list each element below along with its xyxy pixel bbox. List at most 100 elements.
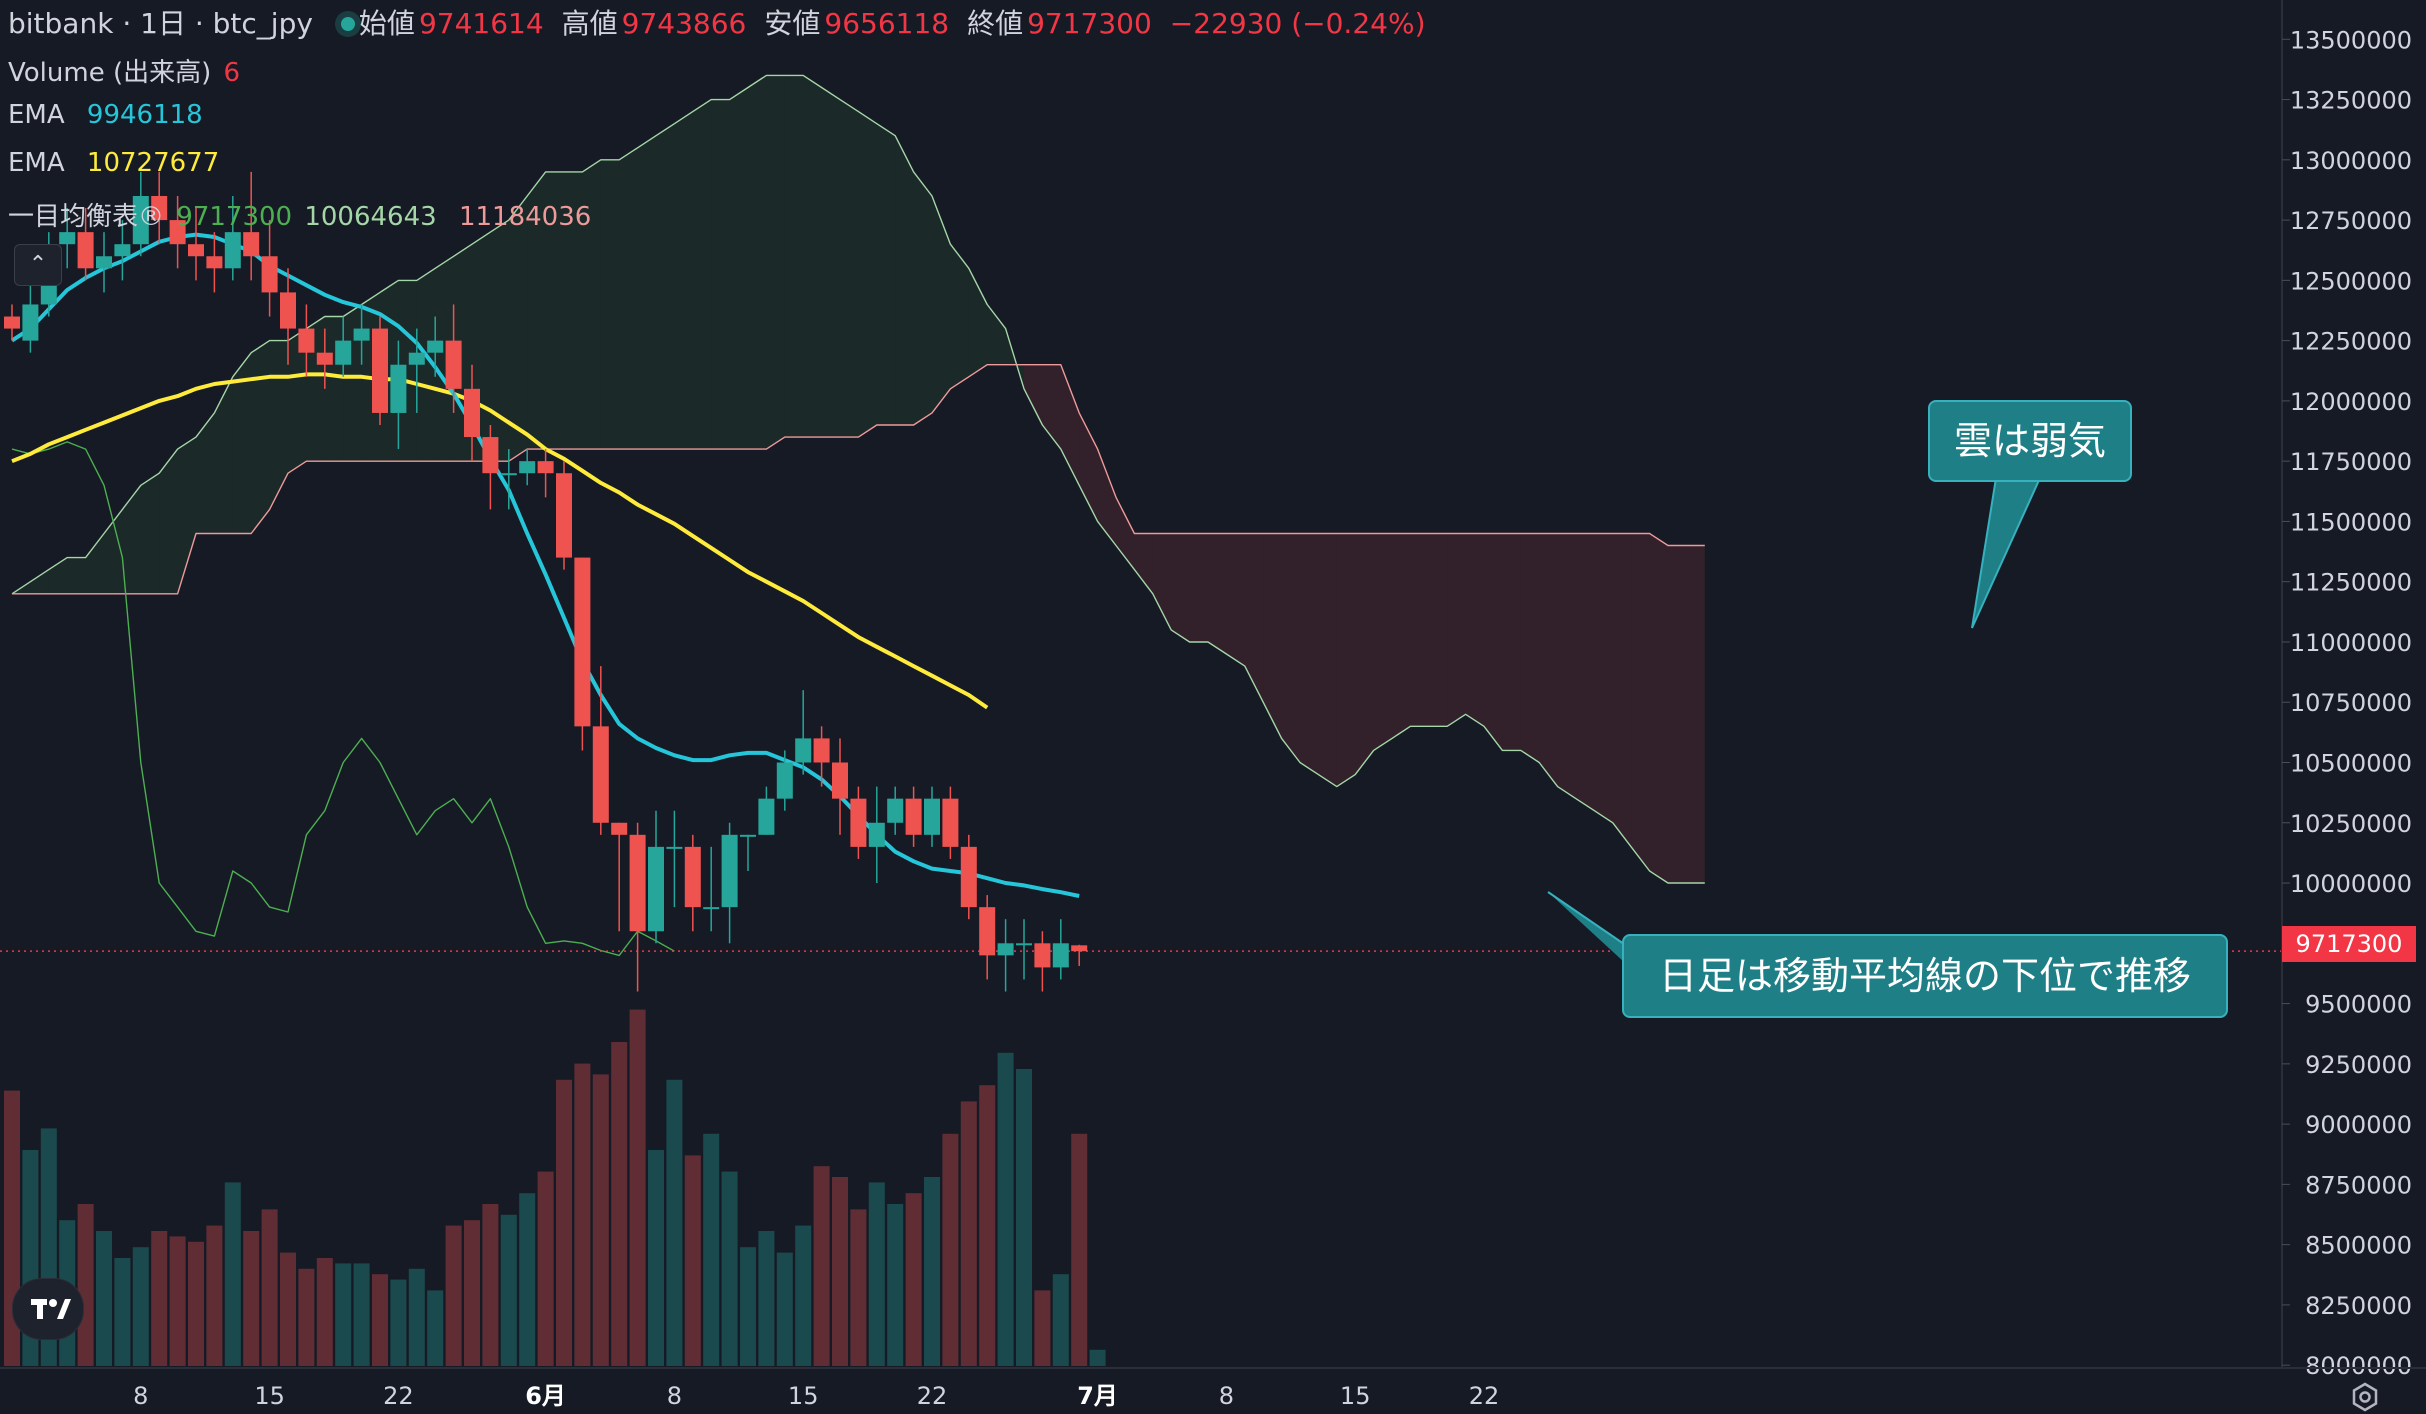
x-tick-label: 6月 <box>525 1382 566 1410</box>
ema-fast-line <box>10 232 1080 898</box>
tradingview-logo[interactable] <box>12 1278 84 1340</box>
cloud-segment <box>1263 533 1282 739</box>
cloud-segment <box>1557 533 1576 799</box>
cloud-segment <box>1355 533 1374 775</box>
candle-body <box>132 195 149 245</box>
candle-body <box>556 473 572 558</box>
cloud-segment <box>1612 533 1632 847</box>
volume-bar <box>224 1182 241 1366</box>
ichimoku-cloud <box>11 74 1705 884</box>
volume-bar <box>703 1133 720 1366</box>
time-axis[interactable]: 8 15 22 6月 8 15 22 7月 8 15 22 <box>0 1367 2426 1410</box>
candle-body <box>280 292 296 329</box>
volume-bar <box>188 1241 204 1366</box>
volume-bar <box>574 1063 591 1366</box>
y-tick-label: 10750000 <box>2290 689 2412 717</box>
cloud-segment <box>1539 533 1558 787</box>
volume-bar <box>243 1231 260 1366</box>
cloud-segment <box>950 244 969 389</box>
ema-fast-legend[interactable]: EMA 9946118 <box>8 100 207 130</box>
candle-body <box>776 762 793 799</box>
symbol-line[interactable]: bitbank · 1日 · btc_jpy <box>8 7 313 40</box>
change-value: −22930 (−0.24%) <box>1169 7 1426 40</box>
market-status-icon <box>340 17 355 31</box>
candle-body <box>684 846 701 908</box>
ema-slow-legend[interactable]: EMA 10727677 <box>8 148 223 178</box>
cloud-segment <box>398 280 417 462</box>
cloud-segment <box>1244 533 1264 703</box>
x-tick-label: 15 <box>254 1382 285 1410</box>
cloud-segment <box>177 437 196 594</box>
candle-body <box>224 232 241 269</box>
y-tick-label: 8750000 <box>2305 1171 2412 1199</box>
volume-bar <box>905 1193 922 1366</box>
volume-bar <box>850 1209 867 1366</box>
price-axis[interactable]: 8000000 8250000 8500000 8750000 9000000 92500… <box>2281 0 2412 1380</box>
price-callout: 日足は移動平均線の下位で推移 <box>1622 934 2228 1018</box>
ichimoku-value-2: 10064643 <box>304 202 437 232</box>
volume-bar <box>390 1279 407 1366</box>
y-tick-label: 8250000 <box>2305 1292 2412 1320</box>
volume-bar <box>979 1085 996 1366</box>
candle-body <box>188 244 204 257</box>
volume-bar <box>629 1009 646 1366</box>
cloud-segment <box>1576 533 1595 811</box>
cloud-segment <box>232 352 252 534</box>
cloud-segment <box>214 376 233 534</box>
y-tick-label: 10250000 <box>2290 810 2412 838</box>
cloud-segment <box>30 569 49 594</box>
volume-bar <box>464 1220 480 1366</box>
ichimoku-value-1: 9717300 <box>176 202 293 232</box>
volume-bar <box>868 1182 885 1366</box>
ichimoku-label: 一目均衡表® <box>8 202 165 232</box>
volume-bar <box>316 1258 333 1366</box>
cloud-segment <box>140 473 160 594</box>
cloud-segment <box>269 340 288 510</box>
candle-body <box>740 834 756 837</box>
volume-bar <box>592 1074 609 1366</box>
volume-bar <box>519 1193 536 1366</box>
ichimoku-legend[interactable]: 一目均衡表® 9717300 10064643 11184036 <box>8 196 595 233</box>
cloud-segment <box>1520 533 1540 763</box>
candle-body <box>648 846 664 932</box>
cloud-segment <box>1484 533 1503 751</box>
cloud-segment <box>656 123 675 450</box>
y-tick-label: 12500000 <box>2290 267 2412 295</box>
candle-body <box>427 340 444 353</box>
candle-body <box>850 798 867 847</box>
cloud-segment <box>48 557 68 594</box>
cloud-segment <box>85 533 104 594</box>
x-tick-label: 15 <box>788 1382 819 1410</box>
volume-bar <box>832 1177 848 1366</box>
candle-body <box>261 256 278 293</box>
volume-bar <box>740 1247 756 1366</box>
candle-body <box>353 328 370 341</box>
candle-body <box>868 822 885 847</box>
y-tick-label: 9250000 <box>2305 1051 2412 1079</box>
x-tick-label: 22 <box>917 1382 948 1410</box>
volume-bar <box>611 1042 628 1366</box>
y-tick-label: 13000000 <box>2290 147 2412 175</box>
volume-value: 6 <box>223 58 241 88</box>
collapse-legend-button[interactable]: ⌃ <box>14 244 62 286</box>
gear-icon[interactable] <box>2350 1382 2380 1412</box>
cloud-segment <box>766 75 785 450</box>
candlesticks <box>4 171 1088 992</box>
cloud-segment <box>343 304 362 462</box>
ema-slow-label: EMA <box>8 148 65 178</box>
y-tick-label: 13250000 <box>2290 87 2412 115</box>
x-tick-label: 22 <box>383 1382 414 1410</box>
y-tick-label: 10000000 <box>2290 870 2412 898</box>
price-callout-pointer <box>1548 892 1624 962</box>
candle-body <box>832 762 848 799</box>
volume-legend[interactable]: Volume (出来高) 6 <box>8 52 244 89</box>
volume-bar <box>114 1258 131 1366</box>
y-tick-label: 11250000 <box>2290 569 2412 597</box>
y-tick-label: 11750000 <box>2290 448 2412 476</box>
ema-slow-line <box>11 372 989 710</box>
callout-pointers <box>1547 477 2041 962</box>
y-tick-label: 11000000 <box>2290 629 2412 657</box>
volume-bar <box>942 1133 959 1366</box>
volume-bar <box>298 1268 315 1366</box>
